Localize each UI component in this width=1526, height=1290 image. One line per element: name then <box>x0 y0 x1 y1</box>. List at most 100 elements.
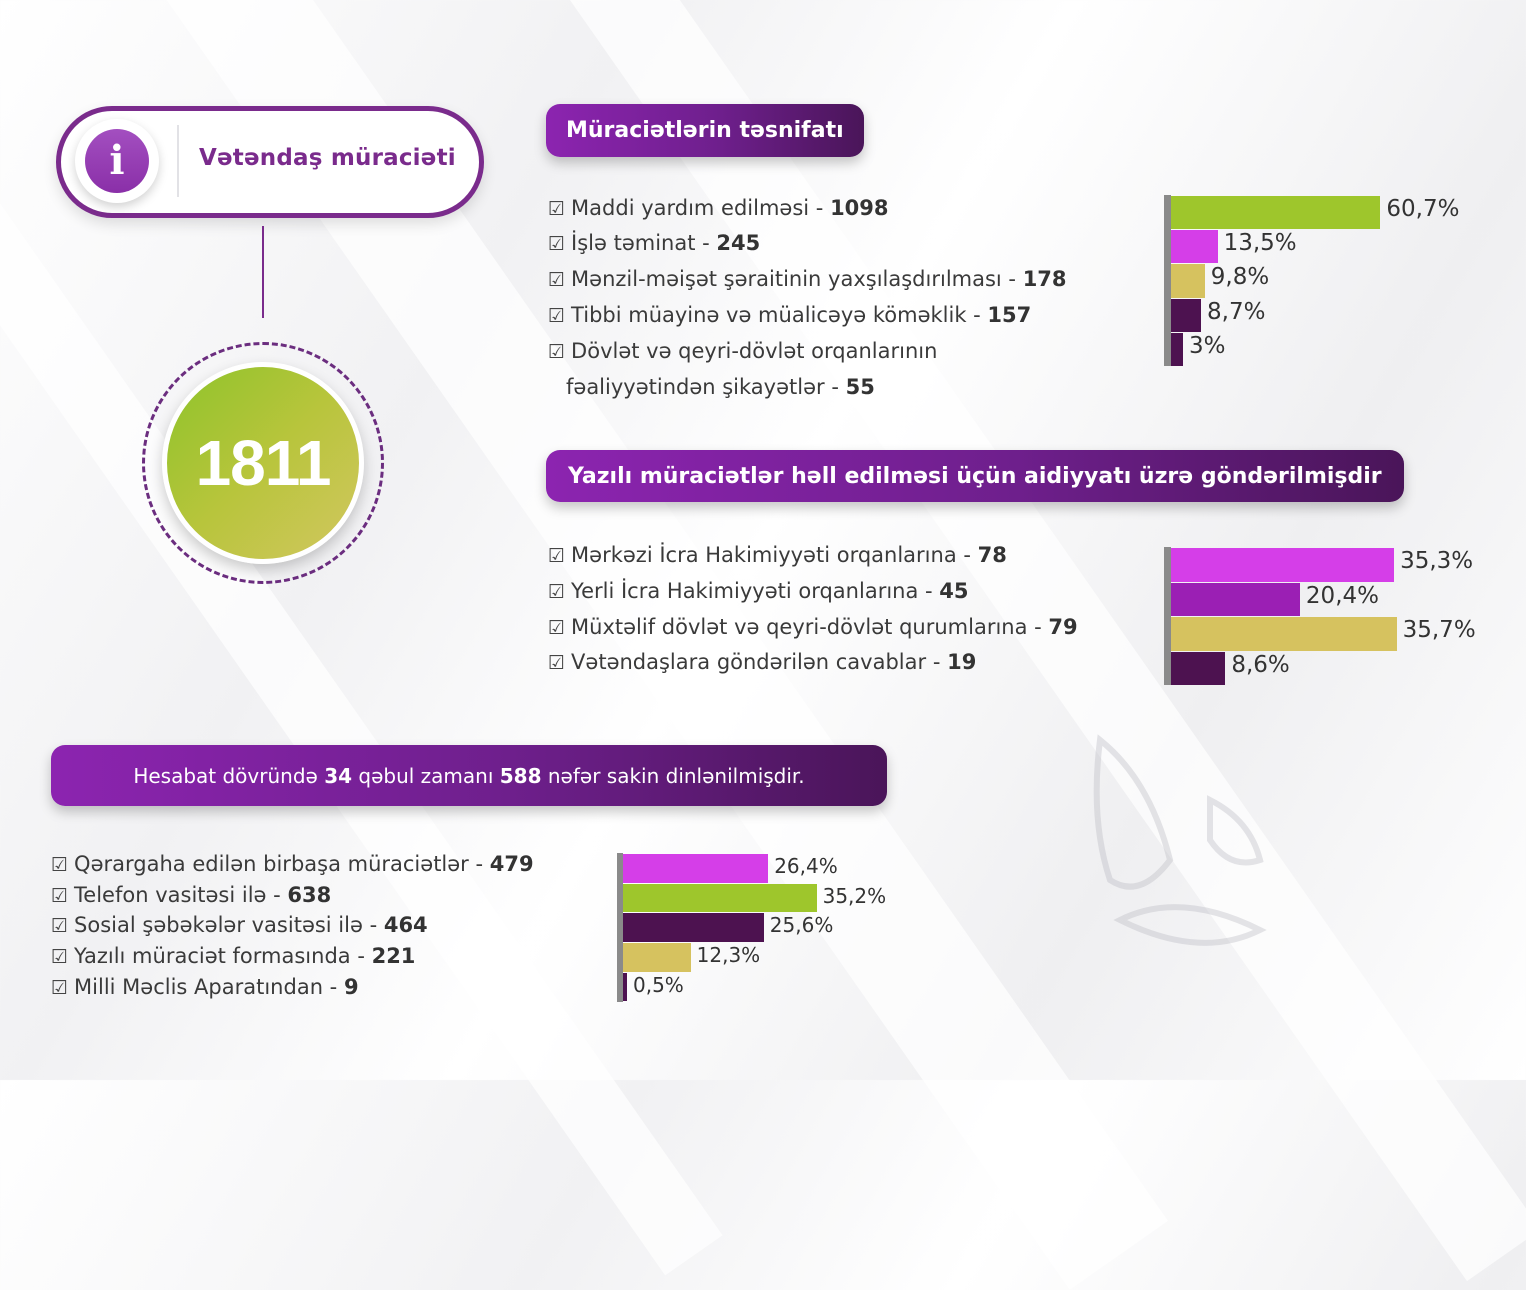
list-item-value: 638 <box>287 883 332 907</box>
header-title: Vətəndaş müraciəti <box>199 145 456 171</box>
list-item-label: Maddi yardım edilməsi - <box>571 196 831 220</box>
checkbox-icon: ☑ <box>548 233 566 255</box>
chart-bar <box>1171 196 1381 230</box>
chart-bar <box>1171 298 1201 332</box>
section3-banner: Hesabat dövründə 34 qəbul zamanı 588 nəf… <box>51 745 887 806</box>
chart-data-label: 35,7% <box>1402 617 1476 643</box>
list-item: ☑ Mərkəzi İcra Hakimiyyəti orqanlarına - … <box>548 543 1007 567</box>
chart-bar <box>623 913 764 943</box>
chart-data-label: 35,3% <box>1400 548 1474 574</box>
list-item: ☑ Yazılı müraciət formasında - 221 <box>51 944 415 968</box>
chart-bar <box>1171 332 1183 366</box>
list-item-value: 55 <box>845 375 875 399</box>
list-item-value: 19 <box>947 650 977 674</box>
list-item-label: Mərkəzi İcra Hakimiyyəti orqanlarına - <box>571 543 978 567</box>
chart-bar <box>1171 582 1300 616</box>
chart-data-label: 9,8% <box>1210 264 1270 291</box>
section1-banner: Müraciətlərin təsnifatı <box>546 104 864 157</box>
list-item-label: Yerli İcra Hakimiyyəti orqanlarına - <box>571 579 940 603</box>
banner-pre: Hesabat dövründə <box>133 763 325 788</box>
list-item: ☑ Müxtəlif dövlət və qeyri-dövlət qurumla… <box>548 615 1078 639</box>
section3-banner-text: Hesabat dövründə 34 qəbul zamanı 588 nəf… <box>133 764 804 788</box>
checkbox-icon: ☑ <box>51 915 69 937</box>
list-item-label: Tibbi müayinə və müalicəyə köməklik - <box>571 303 988 327</box>
info-badge: i <box>75 119 159 203</box>
list-item-label: Qərargaha edilən birbaşa müraciətlər - <box>74 852 490 876</box>
list-item: ☑ Sosial şəbəkələr vasitəsi ilə - 464 <box>51 913 428 937</box>
list-item: ☑ Tibbi müayinə və müalicəyə köməklik - 1… <box>548 303 1031 327</box>
checkbox-icon: ☑ <box>548 652 566 674</box>
list-item: ☑ Telefon vasitəsi ilə - 638 <box>51 883 331 907</box>
chart-bar <box>1171 617 1397 651</box>
connector-line <box>262 226 264 318</box>
list-item-label: Telefon vasitəsi ilə - <box>74 883 288 907</box>
chart-bar <box>623 883 817 913</box>
dashed-ring <box>142 342 384 584</box>
banner-receptions: 34 <box>324 763 353 788</box>
list-item-label: Müxtəlif dövlət və qeyri-dövlət qurumlar… <box>571 615 1049 639</box>
citizen-appeal-header: i Vətəndaş müraciəti <box>56 106 484 218</box>
list-item-value: 79 <box>1048 615 1078 639</box>
chart-bar <box>1171 230 1218 264</box>
checkbox-icon: ☑ <box>548 341 566 363</box>
info-icon: i <box>85 129 149 193</box>
chart-axis <box>1164 195 1171 366</box>
list-item: ☑ İşlə təminat - 245 <box>548 231 760 255</box>
list-item: ☑ Vətəndaşlara göndərilən cavablar - 19 <box>548 650 976 674</box>
list-item-value: 45 <box>939 579 969 603</box>
list-item-label: Yazılı müraciət formasında - <box>74 944 372 968</box>
banner-residents: 588 <box>499 763 542 788</box>
list-item: ☑ Qərargaha edilən birbaşa müraciətlər - … <box>51 852 534 876</box>
list-item-label: Vətəndaşlara göndərilən cavablar - <box>571 650 948 674</box>
list-item-value: 479 <box>489 852 534 876</box>
list-item: ☑ Dövlət və qeyri-dövlət orqanlarının <box>548 339 937 363</box>
chart-data-label: 25,6% <box>769 913 834 938</box>
list-item: ☑ Yerli İcra Hakimiyyəti orqanlarına - 45 <box>548 579 969 603</box>
chart-data-label: 20,4% <box>1305 582 1379 609</box>
chart-data-label: 8,6% <box>1231 651 1290 678</box>
list-item-label: Milli Məclis Aparatından - <box>74 975 344 999</box>
list-item-value: 178 <box>1022 267 1067 291</box>
list-item: ☑ Mənzil-məişət şəraitinin yaxşılaşdırılm… <box>548 267 1067 291</box>
checkbox-icon: ☑ <box>548 545 566 567</box>
list-item-label: Sosial şəbəkələr vasitəsi ilə - <box>74 913 384 937</box>
chart-bar <box>623 854 769 883</box>
checkbox-icon: ☑ <box>548 198 566 220</box>
list-item-value: 221 <box>371 944 416 968</box>
list-item-label: Dövlət və qeyri-dövlət orqanlarının <box>571 339 938 363</box>
list-item-value: 1098 <box>830 196 889 220</box>
list-item-label: fəaliyyətindən şikayətlər - <box>566 375 846 399</box>
chart-data-label: 0,5% <box>633 972 684 997</box>
checkbox-icon: ☑ <box>548 269 566 291</box>
chart-bar <box>623 943 691 972</box>
chart-data-label: 12,3% <box>696 943 761 968</box>
chart-bar <box>1171 651 1226 685</box>
chart-bar <box>1171 548 1395 582</box>
checkbox-icon: ☑ <box>51 885 69 907</box>
chart-bar <box>623 972 627 1002</box>
total-count: 1811 <box>195 427 332 499</box>
list-item-label: İşlə təminat - <box>571 231 717 255</box>
checkbox-icon: ☑ <box>548 617 566 639</box>
chart-bar <box>1171 264 1205 298</box>
chart-data-label: 26,4% <box>774 854 838 878</box>
banner-mid: qəbul zamanı <box>352 763 500 788</box>
list-item-value: 157 <box>987 303 1032 327</box>
list-item: ☑ Maddi yardım edilməsi - 1098 <box>548 196 889 220</box>
checkbox-icon: ☑ <box>51 946 69 968</box>
chart-axis <box>1164 547 1171 685</box>
section2-title: Yazılı müraciətlər həll edilməsi üçün ai… <box>568 463 1382 489</box>
list-item-value: 245 <box>716 231 761 255</box>
emblem-watermark <box>1093 734 1267 946</box>
banner-post: nəfər sakin dinlənilmişdir. <box>541 763 805 788</box>
chart-data-label: 35,2% <box>822 883 887 908</box>
checkbox-icon: ☑ <box>51 977 69 999</box>
chart-data-label: 8,7% <box>1207 298 1266 325</box>
checkbox-icon: ☑ <box>51 854 69 876</box>
header-divider <box>177 125 179 197</box>
section1-title: Müraciətlərin təsnifatı <box>566 118 844 143</box>
chart-data-label: 13,5% <box>1223 230 1297 257</box>
list-item-value: 9 <box>343 975 359 999</box>
list-item: fəaliyyətindən şikayətlər - 55 <box>566 375 875 399</box>
list-item-value: 78 <box>977 543 1007 567</box>
